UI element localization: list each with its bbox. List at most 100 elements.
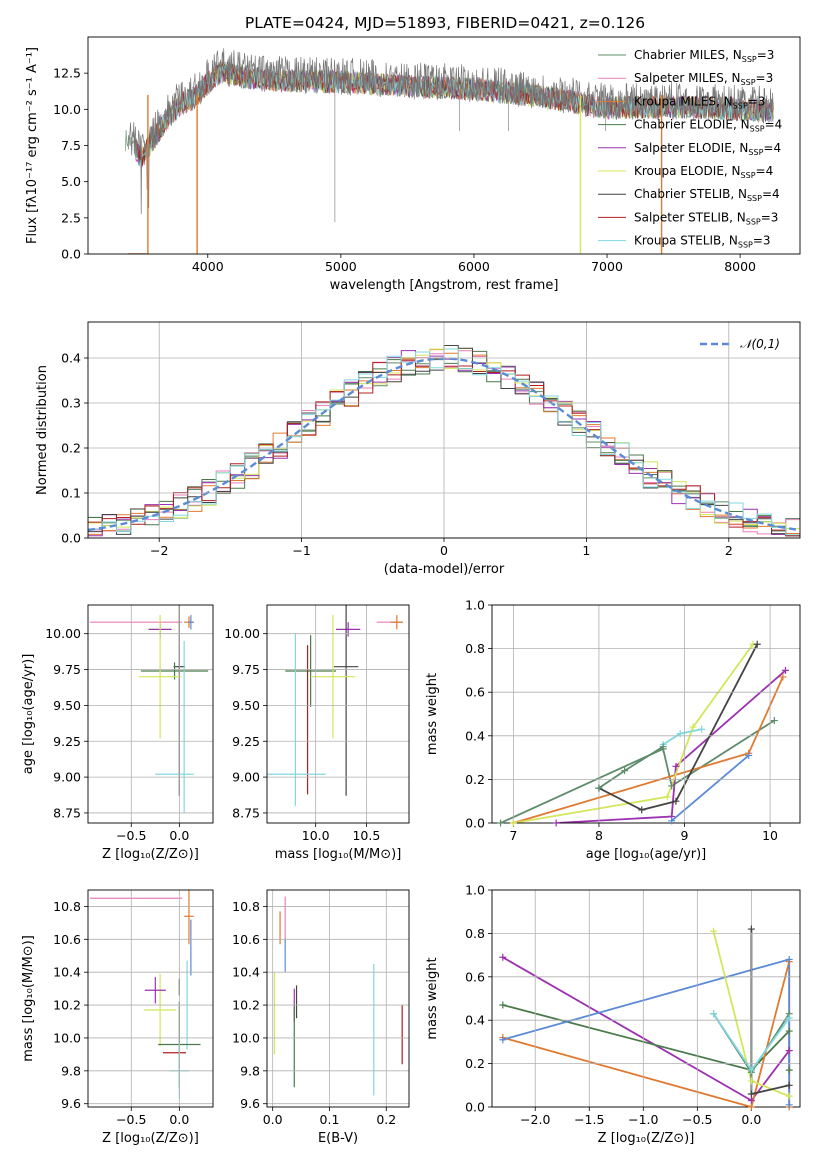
weight-point-marker [499, 953, 507, 961]
x-tick-label: −2 [150, 543, 168, 558]
weight-point-marker [663, 793, 671, 801]
x-axis-label: wavelength [Angstrom, rest frame] [330, 278, 559, 293]
weight-point-marker [770, 717, 778, 725]
x-axis-label: mass [log₁₀(M/M⊙)] [275, 847, 402, 862]
x-axis-label: Z [log₁₀(Z/Z⊙)] [598, 1131, 695, 1146]
weight-point-marker [781, 666, 789, 674]
y-tick-label: 0.4 [465, 728, 485, 743]
axes-frame [491, 889, 801, 1108]
plot-area [502, 929, 791, 1107]
y-tick-label: 0.4 [61, 351, 81, 366]
weight-point-marker [753, 640, 761, 648]
spectrum-legend: Chabrier MILES, NSSP=3 Salpeter MILES, NS… [598, 48, 782, 250]
weight-point-marker [676, 730, 684, 738]
y-tick-label: 9.6 [240, 1096, 260, 1111]
weight-series-line [500, 719, 775, 823]
y-tick-label: 10.6 [232, 932, 260, 947]
legend-label: Chabrier ELODIE, NSSP=4 [634, 118, 782, 134]
weight-point-marker [785, 1066, 793, 1074]
y-tick-label: 10.2 [53, 998, 81, 1013]
weight-point-marker [747, 1096, 755, 1104]
y-tick-label: 0.0 [465, 1100, 485, 1115]
weight-point-marker [672, 762, 680, 770]
weight-point-marker [785, 1047, 793, 1055]
weight-series-line [556, 669, 787, 823]
x-tick-label: 4000 [192, 259, 224, 274]
weight-point-marker [509, 819, 517, 827]
plot-area [89, 890, 201, 1099]
weight-point-marker [595, 784, 603, 792]
y-tick-label: 0.1 [61, 486, 81, 501]
weight-point-marker [779, 673, 787, 681]
y-tick-label: 0.6 [465, 685, 485, 700]
y-tick-label: 9.6 [61, 1096, 81, 1111]
weight-point-marker [785, 1081, 793, 1089]
weight-point-marker [672, 797, 680, 805]
weight-point-marker [638, 806, 646, 814]
spectrum-chart: 4000 5000 6000 7000 8000 0.0 2.5 5.0 7.5 10.0 12.5… [25, 36, 801, 293]
weight-point-marker [747, 1077, 755, 1085]
x-tick-label: 7000 [591, 259, 623, 274]
y-tick-label: 0.0 [465, 816, 485, 831]
weight-point-marker [499, 1001, 507, 1009]
y-tick-label: 10.2 [232, 998, 260, 1013]
weight-point-marker [668, 817, 676, 825]
y-tick-label: 10.0 [232, 1030, 260, 1045]
y-tick-label: 1.0 [465, 598, 485, 613]
residuals-chart: −2 −1 0 1 2 0.0 0.1 0.2 0.3 0.4 (data-model)/error… [35, 321, 801, 577]
y-tick-label: 0.6 [465, 969, 485, 984]
axes-frame [87, 889, 214, 1108]
weight-point-marker [710, 927, 718, 935]
x-tick-label: −0.5 [116, 1112, 146, 1127]
y-tick-label: 7.5 [61, 138, 81, 153]
legend-label: Kroupa MILES, NSSP=3 [634, 94, 765, 110]
y-tick-label: 10.0 [53, 102, 81, 117]
x-tick-label: 0.0 [741, 1112, 761, 1127]
legend-label: 𝒩(0,1) [740, 337, 780, 351]
weight-point-marker [659, 743, 667, 751]
x-tick-label: −2.0 [520, 1112, 550, 1127]
x-tick-label: −1.5 [574, 1112, 604, 1127]
y-tick-label: 9.00 [53, 770, 81, 785]
y-tick-label: 9.50 [232, 698, 260, 713]
y-tick-label: 9.50 [53, 698, 81, 713]
weight-point-marker [552, 819, 560, 827]
y-tick-label: 5.0 [61, 174, 81, 189]
legend-label: Kroupa STELIB, NSSP=3 [634, 234, 771, 250]
axes-frame [87, 604, 214, 824]
mass-vs-extinction-chart: 0.0 0.1 0.2 9.6 9.8 10.0 10.2 10.4 10.6 10.8 E(B-V… [232, 889, 410, 1146]
y-tick-label: 8.75 [232, 805, 260, 820]
y-tick-label: 10.4 [232, 965, 260, 980]
y-tick-label: 9.00 [232, 770, 260, 785]
x-tick-label: 10.5 [352, 828, 380, 843]
x-tick-label: 6000 [458, 259, 490, 274]
legend-label: Chabrier STELIB, NSSP=4 [634, 187, 780, 203]
axes-frame [87, 321, 801, 539]
weight-series-line [750, 929, 790, 1096]
y-tick-label: 10.4 [53, 965, 81, 980]
plot-area [273, 896, 403, 1096]
y-tick-label: 9.8 [61, 1063, 81, 1078]
x-tick-label: 10.0 [302, 828, 330, 843]
weight-series-line [513, 676, 784, 823]
axes-frame [266, 889, 410, 1108]
x-tick-label: 0.0 [169, 828, 189, 843]
y-tick-label: 0.8 [465, 641, 485, 656]
y-tick-label: 9.75 [53, 662, 81, 677]
observed-spectrum-line [127, 48, 774, 215]
weight-point-marker [668, 782, 676, 790]
y-tick-label: 0.0 [61, 531, 81, 546]
y-tick-label: 0.2 [465, 772, 485, 787]
y-tick-label: 0.2 [61, 441, 81, 456]
y-axis-label: mass [log₁₀(M/M⊙)] [21, 935, 36, 1062]
legend-label: Salpeter ELODIE, NSSP=4 [634, 141, 781, 157]
x-tick-label: 5000 [325, 259, 357, 274]
y-tick-label: 10.0 [53, 1030, 81, 1045]
y-axis-label: mass weight [425, 957, 440, 1039]
x-tick-label: 2 [725, 543, 733, 558]
weight-point-marker [621, 767, 629, 775]
weight-point-marker [698, 725, 706, 733]
weight-series-line [662, 728, 702, 746]
weight-point-marker [499, 1036, 507, 1044]
x-tick-label: 0.2 [376, 1112, 396, 1127]
